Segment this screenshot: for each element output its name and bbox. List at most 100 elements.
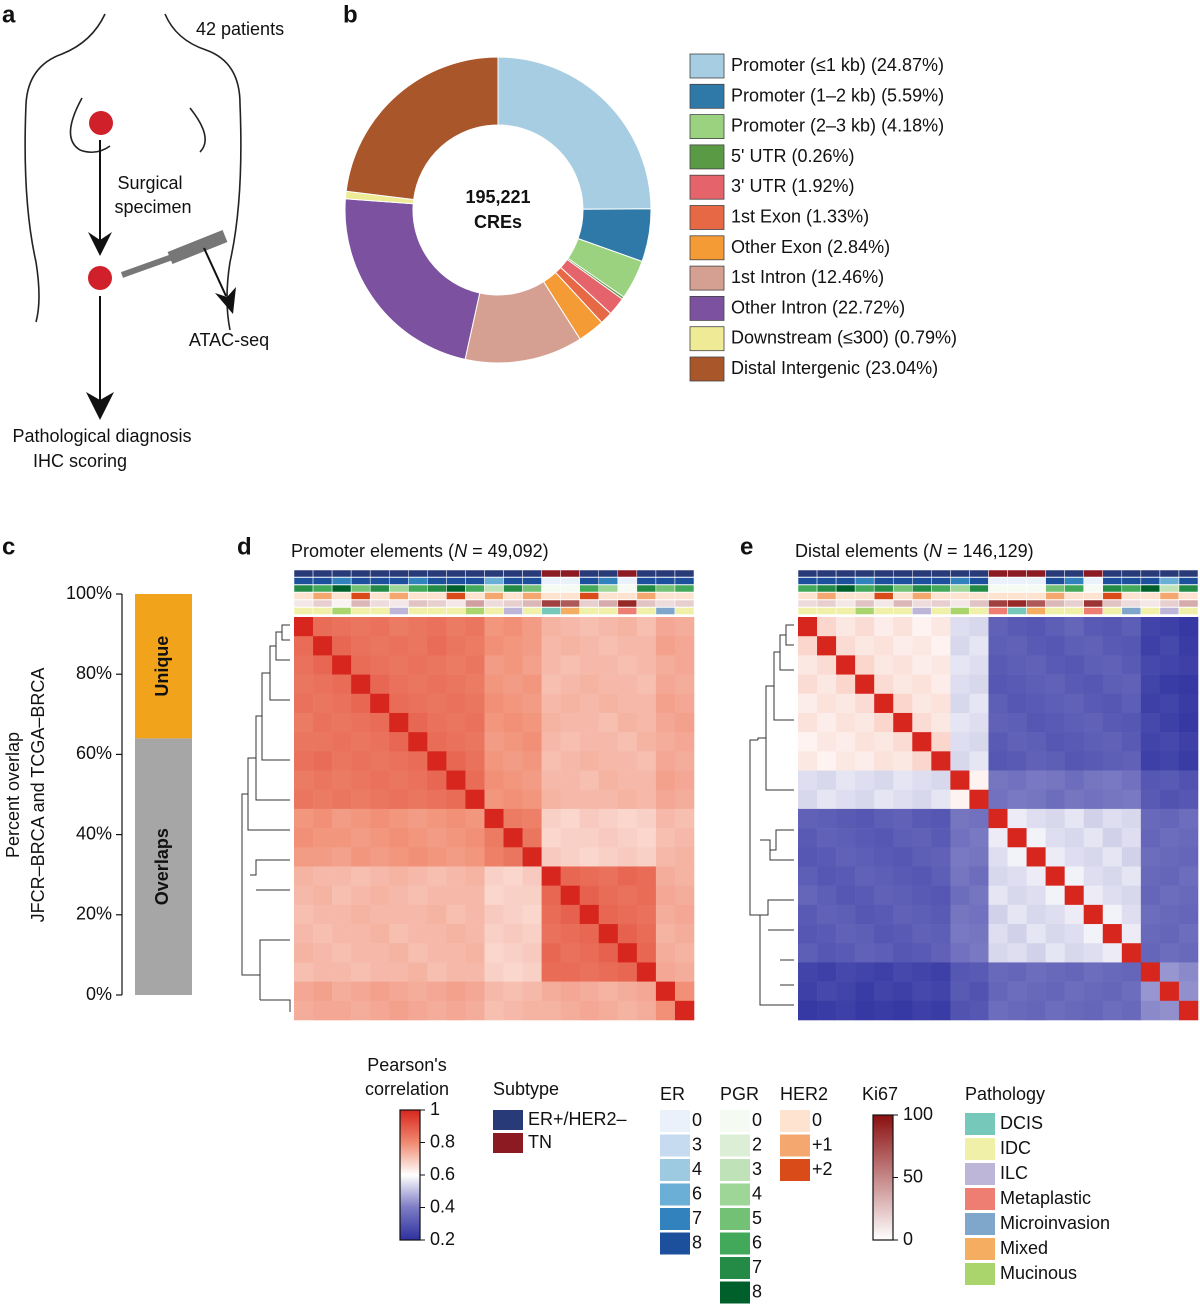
heatmap-cell [950, 962, 970, 982]
heatmap-cell [1026, 732, 1046, 752]
heatmap-cell [427, 885, 447, 906]
heatmap-cell [560, 1000, 581, 1021]
heatmap-cell [969, 904, 989, 925]
heatmap-cell [1007, 808, 1027, 829]
heatmap-cell [1064, 674, 1085, 695]
legend-label: 6 [692, 1183, 702, 1203]
heatmap-cell [1007, 693, 1027, 714]
legend-label: Promoter (1–2 kb) [731, 85, 876, 105]
heatmap-cell [931, 655, 951, 675]
heatmap-cell [1121, 732, 1142, 752]
legend-label: 1st Exon [731, 206, 801, 226]
heatmap-cell [370, 732, 390, 752]
heatmap-cell [313, 655, 333, 675]
heatmap-cell [798, 1000, 818, 1021]
panel-letter: e [740, 533, 753, 560]
legend-label: Promoter (≤1 kb) [731, 55, 866, 75]
annotation-cell [446, 607, 466, 615]
heatmap-cell [484, 712, 504, 733]
heatmap-cell [855, 712, 875, 733]
heatmap-cell [332, 636, 352, 656]
heatmap-cell [598, 847, 619, 867]
heatmap-cell [798, 924, 818, 944]
annotation-cell [446, 599, 466, 608]
heatmap-cell [503, 981, 523, 1002]
annotation-cell [969, 569, 989, 578]
annotation-cell [484, 607, 504, 615]
heatmap-cell [389, 943, 409, 963]
heatmap-cell [817, 751, 837, 771]
y-tick-label: 80% [76, 663, 112, 683]
legend-entry: 3' UTR (1.92%) [731, 176, 854, 196]
annotation-cell [560, 599, 580, 608]
heatmap-cell [636, 674, 657, 695]
heatmap-cell [893, 770, 913, 791]
colorbar-tick-label: 0 [903, 1229, 913, 1249]
heatmap-cell [389, 904, 409, 925]
heatmap-cell [798, 655, 818, 675]
heatmap-cell [560, 904, 581, 925]
annotation-cell [522, 592, 542, 600]
heatmap-cell [465, 962, 485, 982]
heatmap-cell [484, 885, 504, 906]
annotation-cell [674, 584, 695, 593]
heatmap-cell [874, 617, 894, 637]
heatmap-cell [874, 732, 894, 752]
heatmap-cell [427, 789, 447, 810]
heatmap-cell [1064, 924, 1085, 944]
heatmap-cell [560, 962, 581, 982]
heatmap-cell [912, 847, 932, 867]
heatmap-cell [1102, 962, 1123, 982]
title-part: Promoter elements ( [291, 541, 454, 561]
annotation-cell [388, 607, 409, 615]
heatmap-cell [560, 808, 581, 829]
annotation-cell [873, 607, 894, 615]
heatmap-cell [1102, 655, 1123, 675]
heatmap-cell [855, 866, 875, 886]
heatmap-cell [598, 943, 619, 963]
heatmap-cell [465, 808, 485, 829]
heatmap-cell [579, 712, 600, 733]
heatmap-cell [836, 655, 856, 675]
annotation-cell [931, 599, 951, 608]
heatmap-cell [855, 904, 875, 925]
heatmap-cell [332, 617, 352, 637]
heatmap-cell [893, 981, 913, 1002]
annotation-cell [1121, 592, 1142, 600]
heatmap-cell [950, 828, 970, 848]
annotation-cell [636, 599, 657, 608]
heatmap-cell [855, 693, 875, 714]
annotation-cell [522, 577, 542, 585]
annotation-cell [331, 592, 352, 600]
annotation-cell [312, 577, 333, 585]
annotation-cell [1102, 592, 1123, 600]
heatmap-cell [313, 674, 333, 695]
heatmap-cell [541, 847, 561, 867]
colorbar-tick-label: 0.2 [430, 1229, 455, 1249]
annotation-cell [1121, 577, 1142, 585]
heatmap-cell [674, 732, 695, 752]
heatmap-cell [1140, 943, 1161, 963]
heatmap-cell [817, 636, 837, 656]
heatmap-cell [1083, 674, 1104, 695]
heatmap-cell [969, 828, 989, 848]
heatmap-cell [1159, 904, 1180, 925]
annotation-cell [1064, 592, 1084, 600]
heatmap-cell [817, 1000, 837, 1021]
heatmap-cell [1178, 866, 1199, 886]
heatmap-cell [389, 962, 409, 982]
heatmap-cell [912, 751, 932, 771]
heatmap-cell [560, 655, 581, 675]
legend-swatch [660, 1110, 690, 1132]
heatmap-cell [522, 885, 542, 906]
heatmap-cell [351, 924, 371, 944]
heatmap-cell [1178, 732, 1199, 752]
annotation-cell [1026, 592, 1046, 600]
heatmap-cell [332, 693, 352, 714]
heatmap-cell [1140, 693, 1161, 714]
heatmap-cell [408, 751, 428, 771]
heatmap-cell [798, 866, 818, 886]
heatmap-cell [1121, 962, 1142, 982]
heatmap-cell [969, 712, 989, 733]
heatmap-cell [408, 617, 428, 637]
